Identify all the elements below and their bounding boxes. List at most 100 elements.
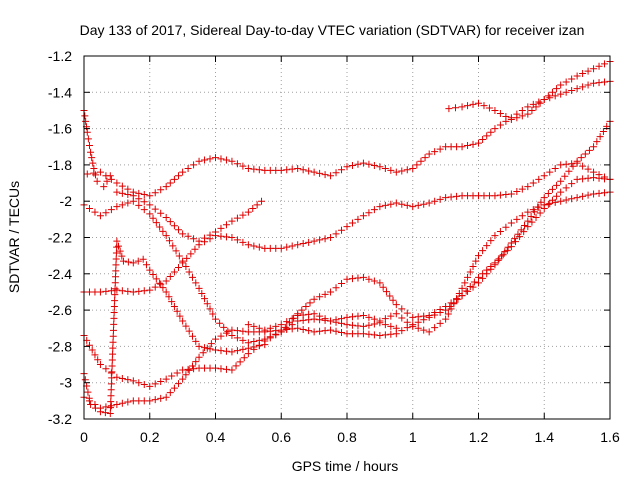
data-point (466, 268, 474, 276)
data-point (590, 190, 598, 198)
data-point (192, 337, 200, 345)
data-point (332, 284, 340, 292)
data-point (89, 159, 97, 167)
data-point (156, 279, 164, 287)
data-point (348, 219, 356, 227)
data-point (491, 125, 499, 133)
data-point (113, 179, 121, 187)
data-point (483, 242, 491, 250)
data-point (376, 163, 384, 171)
data-point (548, 196, 556, 204)
data-point (124, 191, 132, 199)
data-point (409, 203, 417, 211)
data-point (96, 212, 104, 220)
data-point (535, 175, 543, 183)
data-point (201, 344, 209, 352)
data-point (431, 309, 439, 317)
data-point (445, 105, 453, 113)
data-point (458, 292, 466, 300)
data-point (343, 313, 351, 321)
data-point (162, 288, 170, 296)
data-point (579, 70, 587, 78)
data-point (546, 94, 554, 102)
data-point (111, 291, 119, 299)
data-point (228, 332, 236, 340)
data-point (585, 146, 593, 154)
data-point (332, 327, 340, 335)
data-point (110, 314, 118, 322)
data-point (573, 85, 581, 93)
data-point (140, 198, 148, 206)
data-point (480, 102, 488, 110)
data-point (573, 175, 581, 183)
data-point (584, 191, 592, 199)
data-point (343, 223, 351, 231)
data-point (584, 165, 592, 173)
data-point (107, 386, 115, 394)
data-point (176, 312, 184, 320)
data-point (561, 172, 569, 180)
series-track-2 (80, 159, 614, 296)
data-point (475, 279, 482, 287)
data-point (529, 179, 537, 187)
data-point (544, 189, 552, 197)
data-point (111, 279, 119, 287)
data-point (255, 243, 263, 251)
data-point (305, 327, 313, 335)
data-point (332, 169, 340, 177)
data-point (162, 393, 170, 401)
data-point (568, 75, 576, 83)
data-point (188, 332, 196, 340)
data-point (87, 400, 95, 408)
data-point (81, 112, 89, 120)
data-point (565, 167, 573, 175)
series-track-4 (80, 174, 614, 412)
y-tick-label: -1.6 (48, 121, 72, 137)
data-point (305, 238, 313, 246)
data-point (511, 238, 519, 246)
data-point (365, 160, 373, 168)
data-point (82, 117, 90, 125)
data-point (184, 365, 192, 373)
data-point (157, 186, 165, 194)
data-point (162, 375, 170, 383)
data-point (175, 226, 183, 234)
data-point (233, 160, 241, 168)
data-point (511, 235, 519, 243)
data-point (444, 310, 452, 318)
data-point (442, 194, 450, 202)
data-point (195, 284, 203, 292)
data-point (536, 209, 544, 217)
data-point (458, 103, 466, 111)
data-point (370, 162, 378, 170)
data-point (118, 252, 126, 260)
data-point (381, 315, 389, 323)
data-point (389, 296, 397, 304)
data-point (102, 287, 110, 295)
data-point (595, 189, 603, 197)
data-point (479, 135, 487, 143)
data-point (112, 249, 120, 257)
data-point (212, 364, 219, 372)
x-tick-label: 1.4 (535, 429, 555, 445)
data-point (584, 81, 592, 89)
data-point (573, 72, 581, 80)
data-point (507, 190, 515, 198)
data-point (601, 189, 609, 197)
data-point (447, 299, 455, 307)
data-point (537, 198, 545, 206)
x-tick-label: 1 (409, 429, 417, 445)
data-point (414, 201, 422, 209)
data-point (568, 195, 576, 203)
data-point (108, 362, 116, 370)
data-point (359, 159, 367, 167)
data-point (110, 320, 118, 328)
data-point (250, 242, 258, 250)
data-point (551, 165, 559, 173)
data-point (107, 404, 115, 412)
data-point (530, 208, 538, 216)
data-point (249, 204, 257, 212)
data-point (579, 83, 587, 91)
data-point (521, 222, 529, 230)
